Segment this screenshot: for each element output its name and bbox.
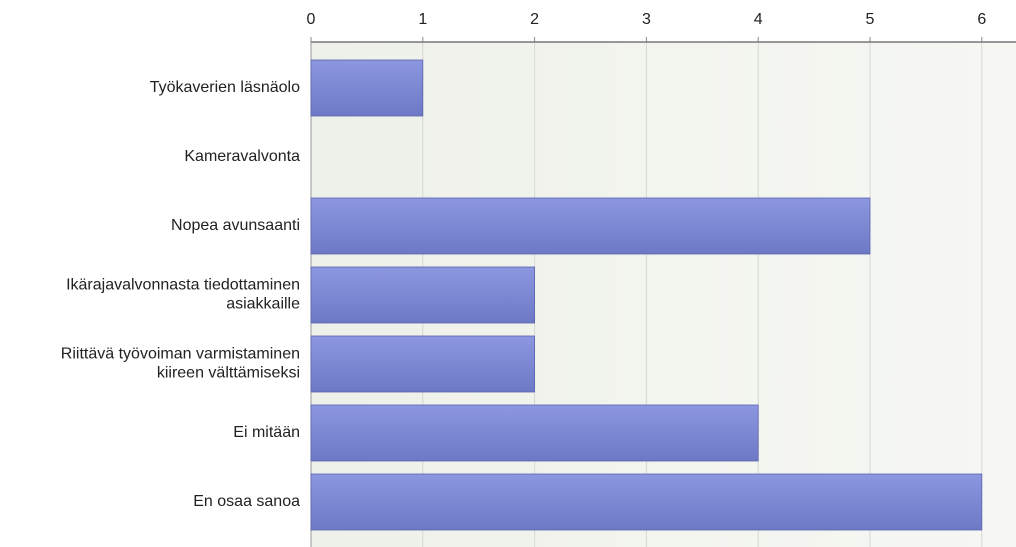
bar — [310, 473, 983, 531]
y-tick-label: Työkaverien läsnäolo — [150, 79, 300, 96]
x-tick-label: 1 — [418, 11, 427, 28]
bar — [310, 335, 536, 393]
y-tick-label: Ei mitään — [233, 424, 300, 441]
y-tick-label: Riittävä työvoiman varmistaminen kiireen … — [61, 346, 300, 382]
x-tick-label: 6 — [977, 11, 986, 28]
bar — [310, 59, 424, 117]
x-tick-label: 5 — [866, 11, 875, 28]
x-tick-label: 4 — [754, 11, 763, 28]
y-tick-label: En osaa sanoa — [193, 493, 300, 510]
x-tick-label: 0 — [307, 11, 316, 28]
bar — [310, 266, 536, 324]
y-tick-label: Kameravalvonta — [184, 148, 300, 165]
x-tick-label: 2 — [530, 11, 539, 28]
bar — [310, 404, 759, 462]
x-tick-label: 3 — [642, 11, 651, 28]
y-tick-label: Nopea avunsaanti — [171, 217, 300, 234]
y-tick-label: Ikärajavalvonnasta tiedottaminen asiakkai… — [66, 277, 300, 313]
bar — [310, 197, 871, 255]
